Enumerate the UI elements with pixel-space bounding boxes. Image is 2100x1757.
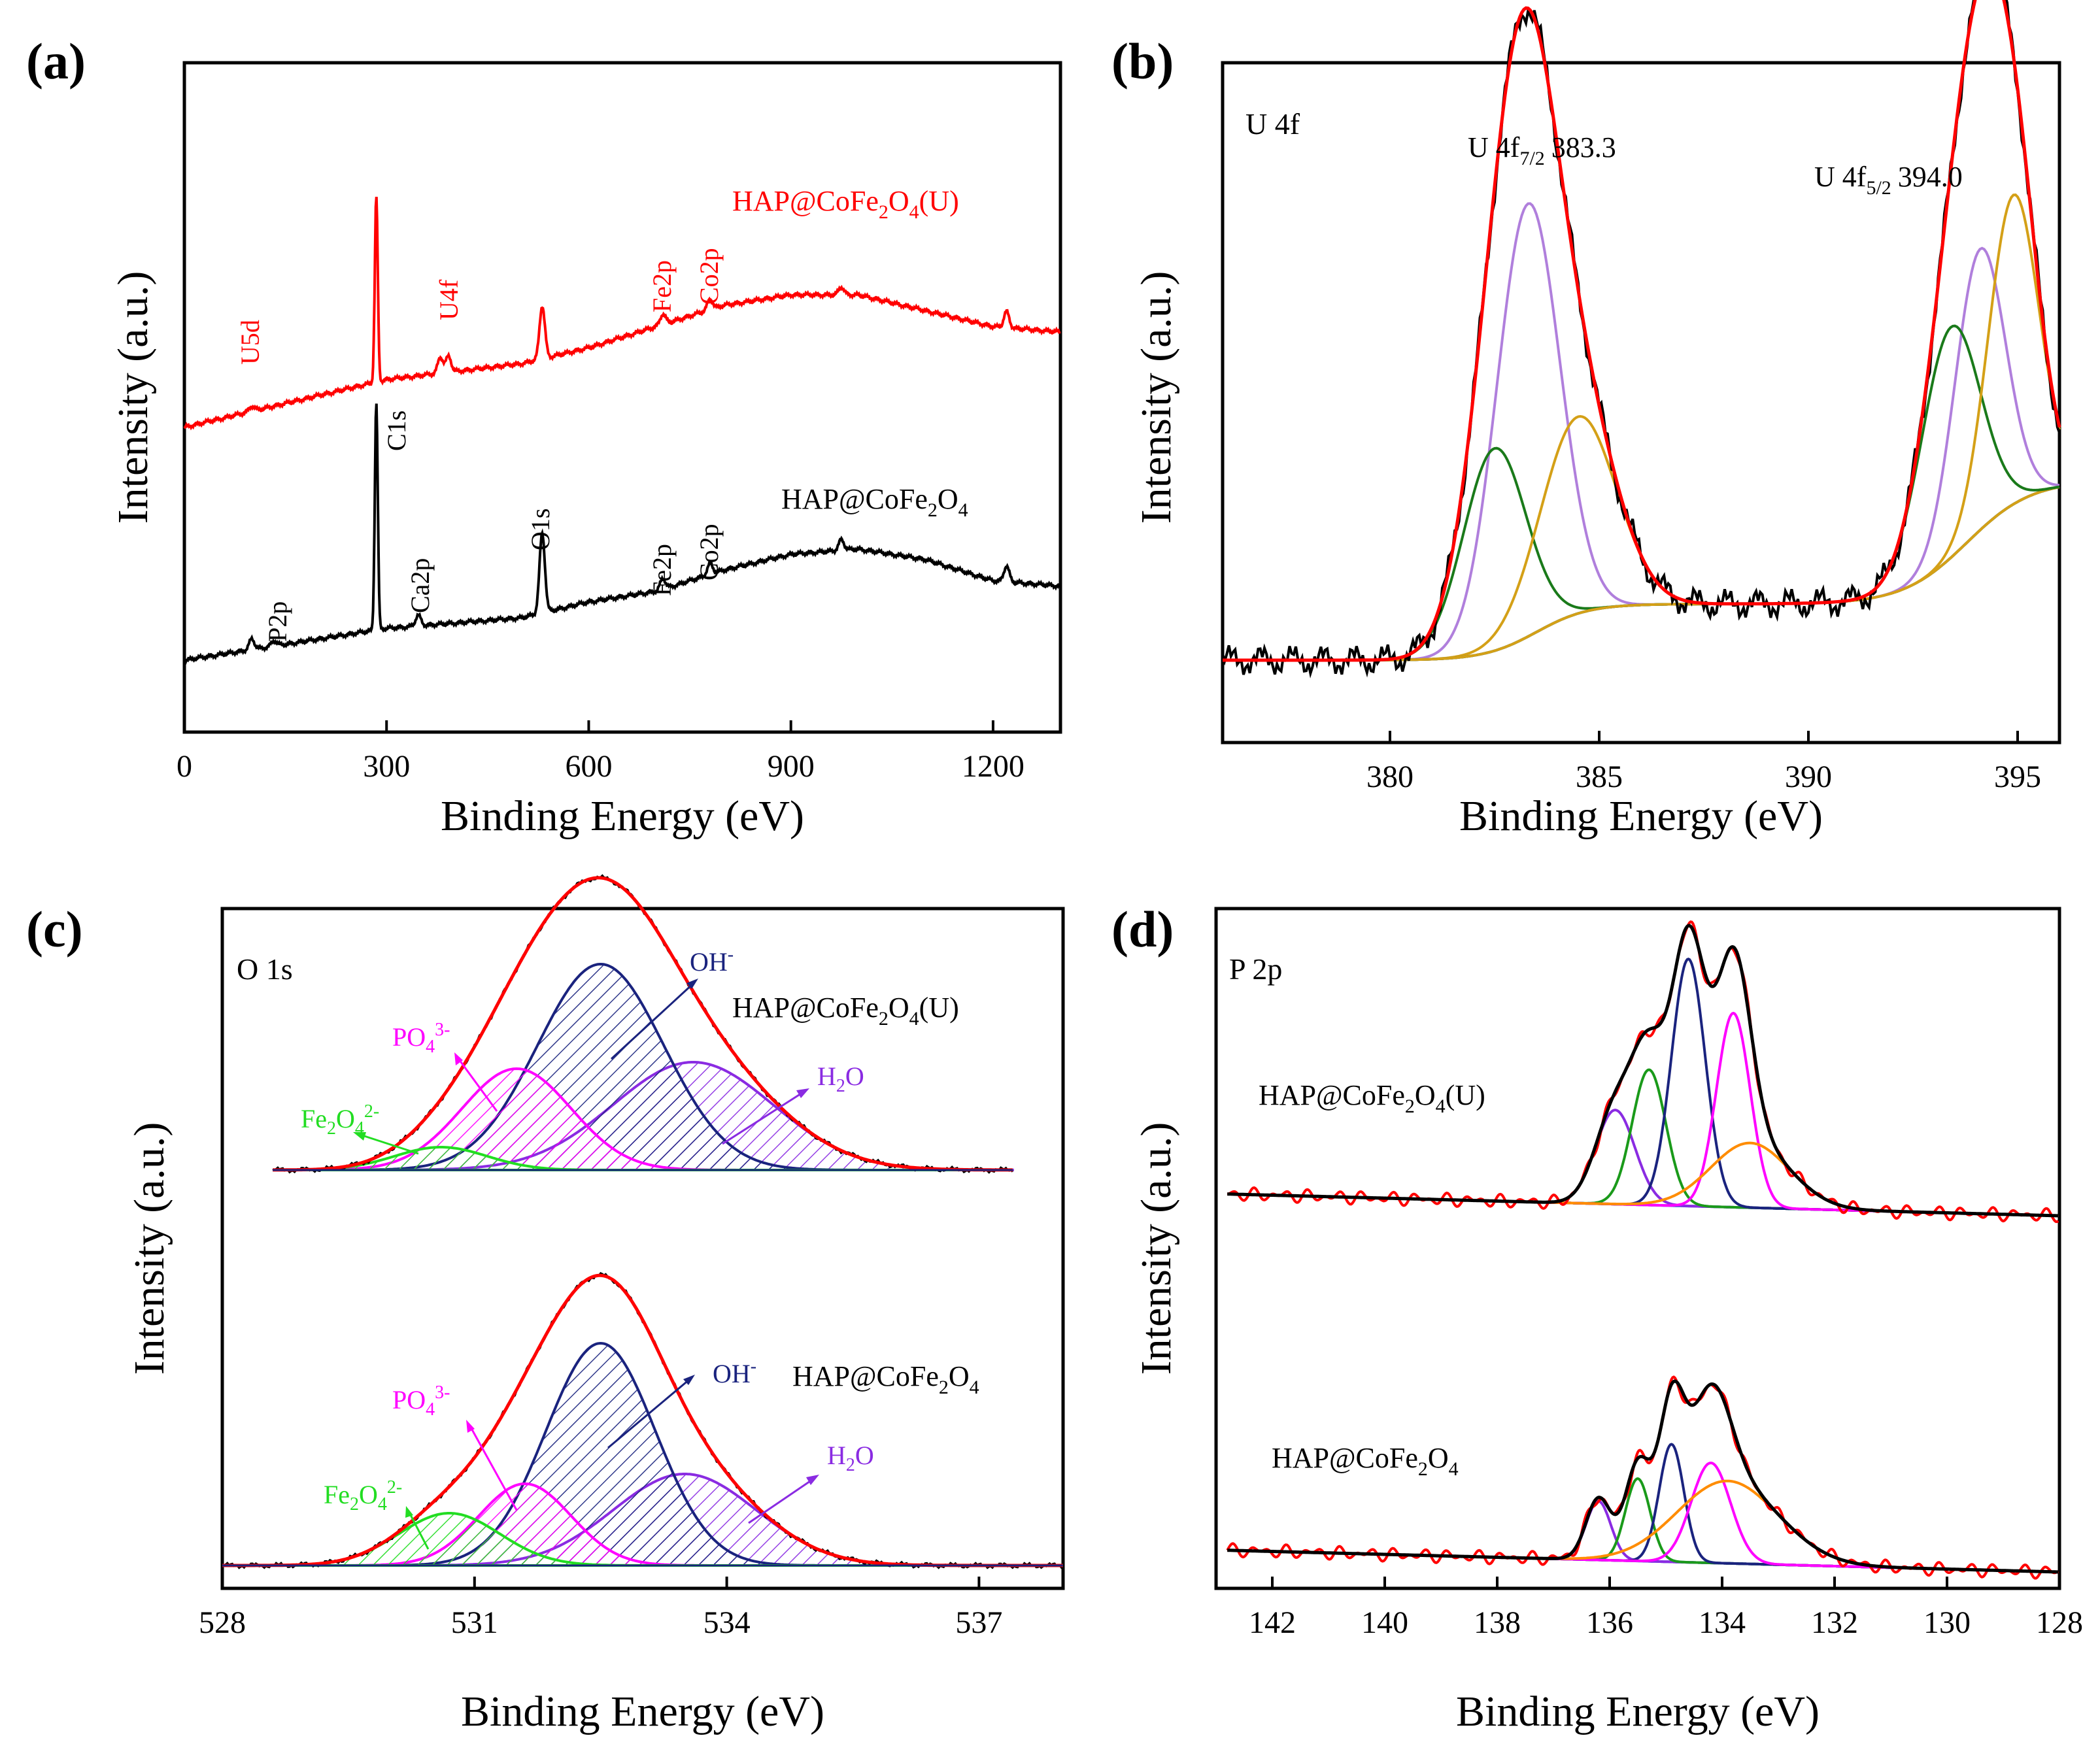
panel-label-d: (d) xyxy=(1111,901,1174,958)
sample-label-c: HAP@CoFe2O4 xyxy=(792,1360,979,1398)
component-2 xyxy=(1223,414,2060,661)
x-c-tick-label: 531 xyxy=(451,1605,498,1640)
peak-label-fe2p: Fe2p xyxy=(647,544,677,596)
y-axis-title-b: Intensity (a.u.) xyxy=(1132,271,1180,524)
species-label-po4-bottom: PO43- xyxy=(392,1382,450,1420)
species-annotations-c-bottom: OH- PO43- H2O Fe2O42- xyxy=(324,1356,874,1550)
x-ticks-b: 380 385 390 395 xyxy=(1366,731,2041,794)
x-a-tick-label: 0 xyxy=(177,749,192,784)
species-annotations-c-top: OH- PO43- H2O Fe2O42- xyxy=(301,945,864,1155)
species-label-po4-top: PO43- xyxy=(392,1020,450,1057)
spectra-d xyxy=(1226,920,2059,1580)
x-b-tick-label: 390 xyxy=(1785,760,1832,794)
x-d-tick-label: 134 xyxy=(1699,1605,1746,1640)
species-label-fe2o4-bottom: Fe2O42- xyxy=(324,1477,402,1514)
spectra-a xyxy=(183,197,1062,665)
x-d-tick-label: 142 xyxy=(1249,1605,1296,1640)
corner-label-c: O 1s xyxy=(237,952,293,986)
plot-frame-d xyxy=(1214,907,2061,1590)
y-axis-title-c: Intensity (a.u.) xyxy=(126,1122,173,1375)
panel-label-b: (b) xyxy=(1111,33,1174,90)
spectrum-u xyxy=(183,197,1061,431)
panel-label-a: (a) xyxy=(26,33,86,90)
peak-label-u4f52: U 4f5/2 394.0 xyxy=(1814,161,1963,199)
y-axis-title-a: Intensity (a.u.) xyxy=(109,271,157,524)
panel-b: (b) 380 385 390 395 U 4f U 4f7/2 383.3 U 4f5… xyxy=(1111,0,2061,840)
component-4 xyxy=(1223,324,2060,661)
plot-frame-b xyxy=(1221,61,2061,745)
species-label-oh-top: OH- xyxy=(690,945,734,977)
panel-a: (a) 0 300 600 900 1200 Binding Energy (eV) I… xyxy=(26,33,1062,840)
peak-label-fe2p-u: Fe2p xyxy=(647,260,677,312)
x-a-tick-label: 300 xyxy=(363,749,410,784)
panel-c: (c) 528 531 534 537 O 1s HAP@CoFe2O4(U) HAP… xyxy=(26,874,1065,1735)
x-d-tick-label: 138 xyxy=(1474,1605,1521,1640)
x-a-tick-label: 600 xyxy=(565,749,612,784)
panel-d: (d) 142 140 138 136 134 132 130 128 P 2p HAP@Co… xyxy=(1111,901,2083,1735)
peak-label-co2p: Co2p xyxy=(694,524,724,580)
species-label-fe2o4-top: Fe2O42- xyxy=(301,1101,379,1139)
component-d-0-3 xyxy=(1227,1011,2059,1217)
species-label-h2o-bottom: H2O xyxy=(827,1441,874,1475)
x-d-tick-label: 132 xyxy=(1811,1605,1858,1640)
x-b-tick-label: 380 xyxy=(1366,760,1414,794)
sample-label-a-u: HAP@CoFe2O4(U) xyxy=(732,185,959,223)
species-label-oh-bottom: OH- xyxy=(713,1356,756,1388)
raw-data xyxy=(1221,0,2061,678)
x-axis-title-d: Binding Energy (eV) xyxy=(1456,1688,1820,1735)
spectra-c xyxy=(222,874,1064,1569)
peak-label-ca2p: Ca2p xyxy=(405,558,435,613)
x-a-tick-label: 900 xyxy=(768,749,815,784)
spectrum-pristine xyxy=(184,403,1062,665)
fit-envelope-d-0 xyxy=(1227,924,2059,1218)
x-d-tick-label: 136 xyxy=(1586,1605,1633,1640)
x-axis-title-c: Binding Energy (eV) xyxy=(461,1688,824,1735)
corner-label-b: U 4f xyxy=(1245,107,1300,141)
peak-label-u4f72: U 4f7/2 383.3 xyxy=(1468,131,1616,169)
x-ticks-c: 528 531 534 537 xyxy=(199,1577,1002,1640)
x-ticks-a: 0 300 600 900 1200 xyxy=(177,720,1025,784)
raw-data-d-0 xyxy=(1227,920,2059,1224)
x-a-tick-label: 1200 xyxy=(962,749,1025,784)
x-c-tick-label: 528 xyxy=(199,1605,246,1640)
peak-label-o1s: O1s xyxy=(526,509,555,550)
sample-label-d: HAP@CoFe2O4 xyxy=(1272,1442,1459,1480)
spectra-b xyxy=(1221,0,2061,678)
corner-label-d: P 2p xyxy=(1229,952,1282,986)
component-5 xyxy=(1223,193,2061,661)
x-c-tick-label: 534 xyxy=(703,1605,751,1640)
peak-label-u5d: U5d xyxy=(235,320,265,365)
component-0 xyxy=(1223,202,2060,661)
x-d-tick-label: 128 xyxy=(2036,1605,2083,1640)
fit-envelope xyxy=(1223,0,2061,662)
x-axis-title-a: Binding Energy (eV) xyxy=(441,792,804,840)
sample-label-d-u: HAP@CoFe2O4(U) xyxy=(1259,1079,1485,1117)
peak-label-c1s: C1s xyxy=(382,410,411,451)
fit-envelope-d-1 xyxy=(1227,1379,2059,1574)
plot-frame-a xyxy=(182,61,1062,734)
sample-label-c-u: HAP@CoFe2O4(U) xyxy=(732,992,959,1029)
x-d-tick-label: 140 xyxy=(1361,1605,1408,1640)
x-c-tick-label: 537 xyxy=(955,1605,1002,1640)
raw-data-d-1 xyxy=(1226,1375,2059,1580)
peak-label-p2p: P2p xyxy=(263,601,292,642)
panel-label-c: (c) xyxy=(26,901,83,958)
x-b-tick-label: 395 xyxy=(1994,760,2041,794)
sample-label-a: HAP@CoFe2O4 xyxy=(781,483,968,521)
x-d-tick-label: 130 xyxy=(1923,1605,1971,1640)
x-ticks-d: 142 140 138 136 134 132 130 128 xyxy=(1249,1577,2083,1640)
x-axis-title-b: Binding Energy (eV) xyxy=(1459,792,1823,840)
peak-label-co2p-u: Co2p xyxy=(694,248,724,305)
x-b-tick-label: 385 xyxy=(1576,760,1623,794)
species-label-h2o-top: H2O xyxy=(817,1062,864,1096)
peak-label-u4f: U4f xyxy=(434,279,464,320)
y-axis-title-d: Intensity (a.u.) xyxy=(1132,1122,1180,1375)
